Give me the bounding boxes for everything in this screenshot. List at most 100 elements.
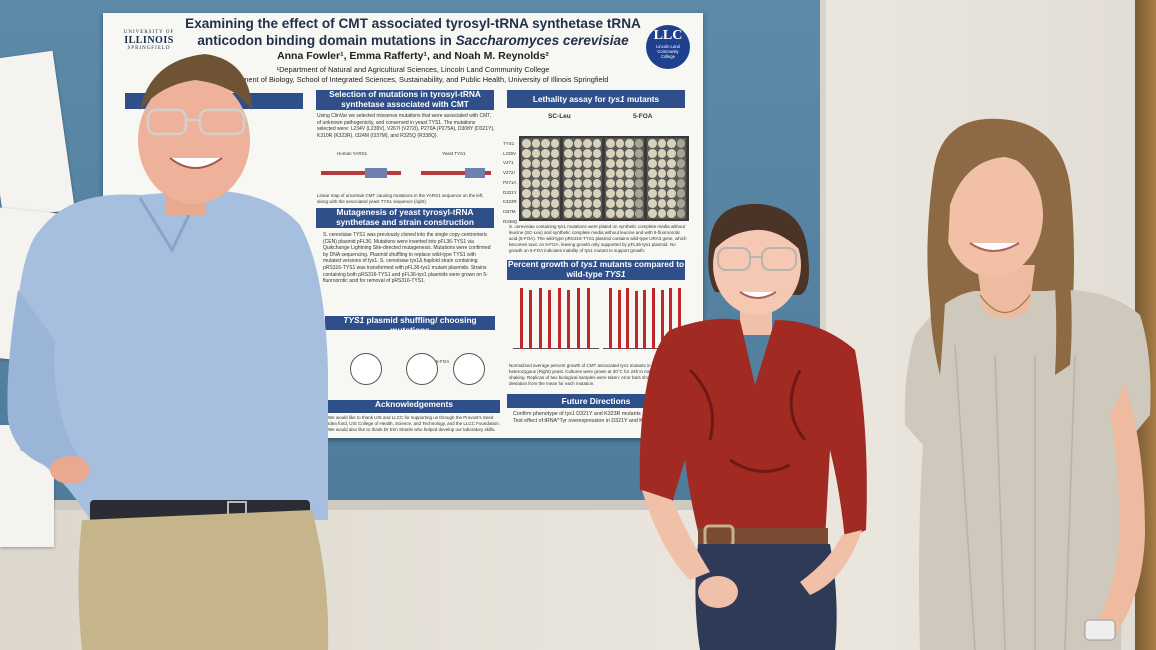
yeast-spot	[592, 149, 601, 158]
yeast-spot	[615, 169, 624, 178]
yeast-spot	[648, 189, 657, 198]
yeast-spot	[583, 199, 592, 208]
yeast-spot	[564, 209, 573, 218]
lethality-header-prefix: Lethality assay for	[532, 94, 608, 104]
yeast-spot	[657, 209, 666, 218]
yeast-spot	[592, 209, 601, 218]
growth-bar	[609, 288, 613, 349]
chart-axis	[513, 348, 599, 349]
plate-2	[563, 138, 602, 219]
media-label-scleu: SC-Leu	[548, 113, 571, 120]
plasmid-header-gene: TYS1	[343, 315, 365, 325]
poster-affiliation-1: ¹Department of Natural and Agricultural …	[276, 65, 550, 74]
yeast-plates	[519, 136, 689, 221]
growth-bar	[677, 288, 681, 349]
yeast-spot	[634, 169, 643, 178]
yeast-spot	[606, 149, 615, 158]
yeast-spot	[634, 179, 643, 188]
section-header-percent: Percent growth of tys1 mutants compared …	[507, 259, 685, 280]
growth-bar	[557, 288, 561, 349]
section-header-selection: Selection of mutations in tyrosyl-tRNA s…	[316, 89, 494, 110]
yeast-spot	[592, 139, 601, 148]
person-man-left	[7, 54, 329, 650]
yeast-spot	[564, 189, 573, 198]
percent-growth-chart	[507, 283, 689, 355]
college-logo-line3: College	[660, 54, 676, 59]
plate-3	[605, 138, 644, 219]
yeast-spot	[667, 139, 676, 148]
poster-title: Examining the effect of CMT associated t…	[183, 15, 643, 49]
yeast-spot	[648, 149, 657, 158]
percent-header-suffix: mutants compared to wild-type	[566, 259, 685, 279]
plasmid-foa-label: 5-FOA	[436, 359, 450, 364]
section-header-lethality: Lethality assay for tys1 mutants	[507, 90, 685, 108]
yeast-spot	[606, 159, 615, 168]
yeast-spot	[676, 199, 685, 208]
poster-authors: Anna Fowler¹, Emma Rafferty¹, and Noah M…	[277, 50, 549, 62]
human-gene-bar	[321, 171, 401, 175]
percent-header-prefix: Percent growth of	[507, 259, 581, 269]
yeast-spot	[583, 159, 592, 168]
yeast-spot	[564, 199, 573, 208]
human-gene-domain	[365, 168, 387, 178]
plasmid-diagram: 5-FOA	[328, 333, 493, 393]
growth-bar	[529, 289, 533, 349]
plasmid-circle-1	[350, 353, 382, 385]
mutant-label: R338Q	[503, 218, 518, 224]
yeast-spot	[564, 179, 573, 188]
yeast-spot	[541, 149, 550, 158]
growth-bar	[626, 288, 630, 349]
yeast-gene-domain	[465, 168, 485, 178]
yeast-spot	[634, 199, 643, 208]
growth-bar	[577, 288, 581, 349]
yeast-spot	[657, 179, 666, 188]
plasmid-header-text: plasmid shuffling/ choosing mutations	[364, 315, 477, 335]
yeast-spot	[541, 179, 550, 188]
future-item: Confirm phenotype of tys1 D321Y and K323…	[513, 411, 641, 417]
growth-bar	[634, 290, 638, 349]
poster-title-line1: Examining the effect of CMT associated t…	[185, 16, 641, 31]
university-logo: UNIVERSITY OF ILLINOIS SPRINGFIELD	[113, 30, 185, 51]
growth-bar	[669, 288, 673, 349]
yeast-spot	[531, 179, 540, 188]
yeast-spot	[648, 209, 657, 218]
yeast-spot	[541, 139, 550, 148]
yeast-spot	[564, 159, 573, 168]
yeast-spot	[648, 159, 657, 168]
yeast-spot	[522, 159, 531, 168]
plasmid-circle-2	[406, 353, 438, 385]
university-logo-line3: SPRINGFIELD	[127, 46, 171, 51]
lethality-header-suffix: mutants	[624, 94, 660, 104]
yeast-spot	[522, 209, 531, 218]
bars-haploid	[513, 283, 599, 349]
yeast-spot	[573, 209, 582, 218]
university-logo-line2: ILLINOIS	[124, 35, 174, 46]
section-header-mutagenesis: Mutagenesis of yeast tyrosyl-tRNA synthe…	[316, 207, 494, 228]
yeast-spot	[615, 199, 624, 208]
growth-bar	[660, 289, 664, 349]
percent-text: Normalized average percent growth of CMT…	[509, 363, 686, 386]
yeast-spot	[634, 139, 643, 148]
growth-bar	[538, 288, 542, 349]
yeast-spot	[648, 169, 657, 178]
yeast-spot	[573, 139, 582, 148]
yeast-spot	[657, 139, 666, 148]
yeast-spot	[522, 149, 531, 158]
person-woman-middle	[639, 203, 867, 650]
yeast-spot	[531, 159, 540, 168]
yeast-spot	[531, 149, 540, 158]
yeast-spot	[657, 169, 666, 178]
yeast-spot	[676, 149, 685, 158]
college-logo-text: Lincoln Land Community College	[646, 44, 690, 59]
bars-heterozygous	[603, 283, 689, 349]
yeast-spot	[606, 169, 615, 178]
growth-bar	[548, 289, 552, 349]
poster-title-line2-prefix: anticodon binding domain mutations in	[197, 33, 456, 48]
yeast-spot	[625, 199, 634, 208]
yeast-spot	[676, 189, 685, 198]
yeast-spot	[625, 169, 634, 178]
yeast-spot	[667, 149, 676, 158]
yeast-spot	[583, 139, 592, 148]
future-list: Confirm phenotype of tys1 D321Y and K323…	[513, 411, 688, 424]
college-logo-line1: Lincoln Land	[656, 44, 680, 49]
